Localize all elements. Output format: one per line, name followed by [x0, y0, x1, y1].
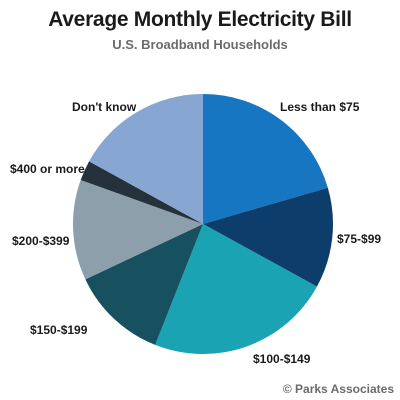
slice-label: $100-$149 [253, 352, 311, 366]
slice-label: $400 or more [10, 162, 85, 176]
slice-label: $150-$199 [30, 323, 88, 337]
slice-label: $200-$399 [12, 234, 70, 248]
pie-slice [155, 224, 317, 355]
pie-slice [85, 224, 203, 345]
pie-slice [203, 187, 334, 287]
slice-label: $75-$99 [337, 232, 381, 246]
pie-slice [73, 179, 203, 280]
chart-title: Average Monthly Electricity Bill [48, 8, 352, 31]
chart-subtitle: U.S. Broadband Households [112, 37, 288, 52]
slice-label: Don't know [72, 100, 137, 114]
pie-slice [89, 94, 203, 224]
slice-label: Less than $75 [280, 100, 360, 114]
pie-slice [203, 94, 328, 224]
credit-text: © Parks Associates [282, 382, 394, 396]
pie-slice [80, 161, 203, 224]
